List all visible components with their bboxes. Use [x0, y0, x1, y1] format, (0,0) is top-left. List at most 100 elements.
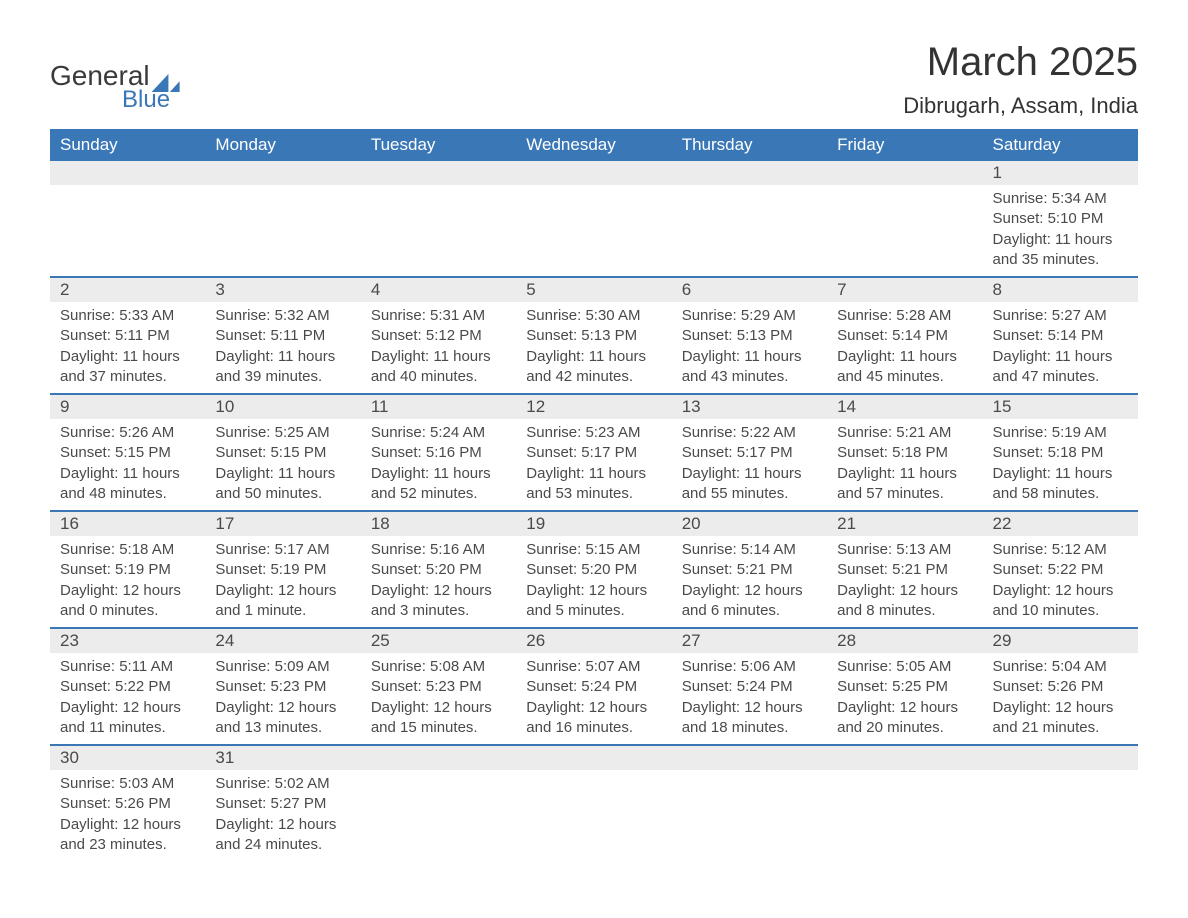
day-number: 1: [983, 161, 1138, 185]
calendar-cell: [361, 745, 516, 861]
sunset-text: Sunset: 5:14 PM: [837, 326, 972, 346]
day-body: Sunrise: 5:06 AMSunset: 5:24 PMDaylight:…: [672, 653, 827, 744]
day-body: Sunrise: 5:21 AMSunset: 5:18 PMDaylight:…: [827, 419, 982, 510]
daylight-text: Daylight: 11 hours and 40 minutes.: [371, 347, 506, 388]
daylight-text: Daylight: 11 hours and 45 minutes.: [837, 347, 972, 388]
calendar-cell: 30Sunrise: 5:03 AMSunset: 5:26 PMDayligh…: [50, 745, 205, 861]
calendar-cell: [827, 161, 982, 277]
day-number: [672, 746, 827, 770]
day-body: Sunrise: 5:14 AMSunset: 5:21 PMDaylight:…: [672, 536, 827, 627]
day-number: 19: [516, 512, 671, 536]
daylight-text: Daylight: 11 hours and 48 minutes.: [60, 464, 195, 505]
daylight-text: Daylight: 12 hours and 16 minutes.: [526, 698, 661, 739]
calendar-cell: 13Sunrise: 5:22 AMSunset: 5:17 PMDayligh…: [672, 394, 827, 511]
day-header: Sunday: [50, 129, 205, 161]
calendar-cell: 24Sunrise: 5:09 AMSunset: 5:23 PMDayligh…: [205, 628, 360, 745]
daylight-text: Daylight: 12 hours and 6 minutes.: [682, 581, 817, 622]
day-body: Sunrise: 5:29 AMSunset: 5:13 PMDaylight:…: [672, 302, 827, 393]
daylight-text: Daylight: 12 hours and 1 minute.: [215, 581, 350, 622]
sunset-text: Sunset: 5:18 PM: [993, 443, 1128, 463]
day-body: Sunrise: 5:07 AMSunset: 5:24 PMDaylight:…: [516, 653, 671, 744]
day-number: 17: [205, 512, 360, 536]
sunset-text: Sunset: 5:27 PM: [215, 794, 350, 814]
sunset-text: Sunset: 5:15 PM: [215, 443, 350, 463]
logo-sail-icon: [152, 74, 180, 92]
day-body: [983, 770, 1138, 780]
day-body: Sunrise: 5:17 AMSunset: 5:19 PMDaylight:…: [205, 536, 360, 627]
sunrise-text: Sunrise: 5:32 AM: [215, 306, 350, 326]
day-body: Sunrise: 5:19 AMSunset: 5:18 PMDaylight:…: [983, 419, 1138, 510]
sunset-text: Sunset: 5:22 PM: [993, 560, 1128, 580]
sunrise-text: Sunrise: 5:13 AM: [837, 540, 972, 560]
daylight-text: Daylight: 12 hours and 13 minutes.: [215, 698, 350, 739]
daylight-text: Daylight: 12 hours and 3 minutes.: [371, 581, 506, 622]
sunrise-text: Sunrise: 5:30 AM: [526, 306, 661, 326]
calendar-cell: 17Sunrise: 5:17 AMSunset: 5:19 PMDayligh…: [205, 511, 360, 628]
calendar-cell: 3Sunrise: 5:32 AMSunset: 5:11 PMDaylight…: [205, 277, 360, 394]
day-number: 8: [983, 278, 1138, 302]
sunrise-text: Sunrise: 5:15 AM: [526, 540, 661, 560]
day-body: Sunrise: 5:15 AMSunset: 5:20 PMDaylight:…: [516, 536, 671, 627]
calendar-cell: [983, 745, 1138, 861]
calendar-cell: [672, 745, 827, 861]
daylight-text: Daylight: 11 hours and 52 minutes.: [371, 464, 506, 505]
day-body: [361, 185, 516, 195]
daylight-text: Daylight: 12 hours and 5 minutes.: [526, 581, 661, 622]
daylight-text: Daylight: 11 hours and 42 minutes.: [526, 347, 661, 388]
calendar-cell: [516, 745, 671, 861]
calendar-cell: 16Sunrise: 5:18 AMSunset: 5:19 PMDayligh…: [50, 511, 205, 628]
day-number: 24: [205, 629, 360, 653]
day-number: 7: [827, 278, 982, 302]
calendar-cell: [50, 161, 205, 277]
sunset-text: Sunset: 5:10 PM: [993, 209, 1128, 229]
daylight-text: Daylight: 12 hours and 15 minutes.: [371, 698, 506, 739]
sunset-text: Sunset: 5:24 PM: [682, 677, 817, 697]
sunset-text: Sunset: 5:12 PM: [371, 326, 506, 346]
daylight-text: Daylight: 11 hours and 39 minutes.: [215, 347, 350, 388]
sunset-text: Sunset: 5:21 PM: [682, 560, 817, 580]
sunset-text: Sunset: 5:25 PM: [837, 677, 972, 697]
day-body: Sunrise: 5:34 AMSunset: 5:10 PMDaylight:…: [983, 185, 1138, 276]
day-number: 2: [50, 278, 205, 302]
day-header: Monday: [205, 129, 360, 161]
calendar-cell: 14Sunrise: 5:21 AMSunset: 5:18 PMDayligh…: [827, 394, 982, 511]
day-number: 10: [205, 395, 360, 419]
calendar-cell: 4Sunrise: 5:31 AMSunset: 5:12 PMDaylight…: [361, 277, 516, 394]
calendar-cell: 21Sunrise: 5:13 AMSunset: 5:21 PMDayligh…: [827, 511, 982, 628]
logo: General Blue: [50, 60, 180, 114]
day-number: 18: [361, 512, 516, 536]
day-number: [827, 161, 982, 185]
calendar-cell: 12Sunrise: 5:23 AMSunset: 5:17 PMDayligh…: [516, 394, 671, 511]
calendar-cell: [516, 161, 671, 277]
sunrise-text: Sunrise: 5:17 AM: [215, 540, 350, 560]
calendar-cell: [361, 161, 516, 277]
sunrise-text: Sunrise: 5:21 AM: [837, 423, 972, 443]
calendar-cell: 10Sunrise: 5:25 AMSunset: 5:15 PMDayligh…: [205, 394, 360, 511]
daylight-text: Daylight: 11 hours and 50 minutes.: [215, 464, 350, 505]
day-number: 12: [516, 395, 671, 419]
day-number: [827, 746, 982, 770]
calendar-cell: [205, 161, 360, 277]
sunrise-text: Sunrise: 5:28 AM: [837, 306, 972, 326]
calendar-week-row: 16Sunrise: 5:18 AMSunset: 5:19 PMDayligh…: [50, 511, 1138, 628]
sunset-text: Sunset: 5:23 PM: [371, 677, 506, 697]
calendar-cell: 6Sunrise: 5:29 AMSunset: 5:13 PMDaylight…: [672, 277, 827, 394]
calendar-cell: 25Sunrise: 5:08 AMSunset: 5:23 PMDayligh…: [361, 628, 516, 745]
sunrise-text: Sunrise: 5:05 AM: [837, 657, 972, 677]
sunrise-text: Sunrise: 5:14 AM: [682, 540, 817, 560]
sunrise-text: Sunrise: 5:34 AM: [993, 189, 1128, 209]
daylight-text: Daylight: 11 hours and 57 minutes.: [837, 464, 972, 505]
daylight-text: Daylight: 12 hours and 21 minutes.: [993, 698, 1128, 739]
sunrise-text: Sunrise: 5:18 AM: [60, 540, 195, 560]
day-header-row: Sunday Monday Tuesday Wednesday Thursday…: [50, 129, 1138, 161]
calendar-cell: 1Sunrise: 5:34 AMSunset: 5:10 PMDaylight…: [983, 161, 1138, 277]
daylight-text: Daylight: 11 hours and 55 minutes.: [682, 464, 817, 505]
sunrise-text: Sunrise: 5:07 AM: [526, 657, 661, 677]
day-number: 15: [983, 395, 1138, 419]
day-body: [827, 770, 982, 780]
calendar-cell: 28Sunrise: 5:05 AMSunset: 5:25 PMDayligh…: [827, 628, 982, 745]
day-number: 31: [205, 746, 360, 770]
calendar-week-row: 1Sunrise: 5:34 AMSunset: 5:10 PMDaylight…: [50, 161, 1138, 277]
daylight-text: Daylight: 11 hours and 35 minutes.: [993, 230, 1128, 271]
day-number: 14: [827, 395, 982, 419]
